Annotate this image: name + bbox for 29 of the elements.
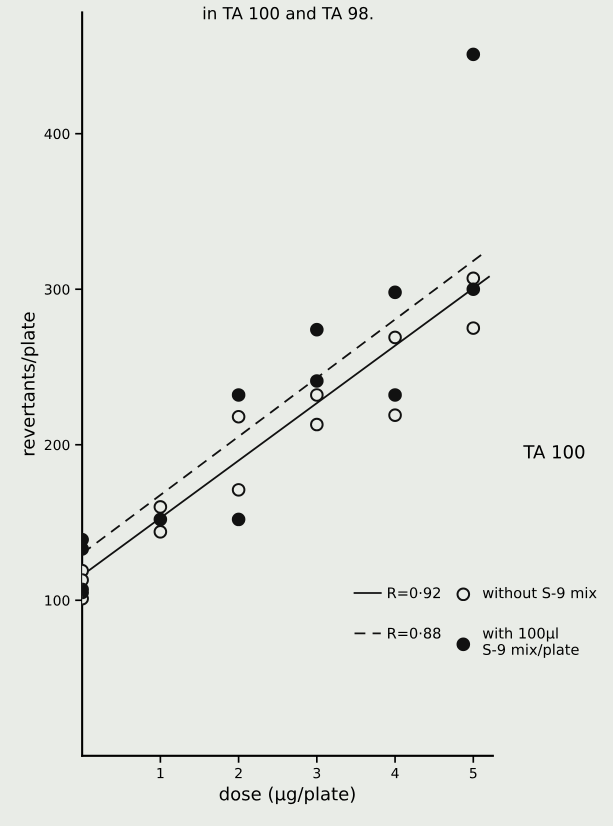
point <box>466 321 480 335</box>
chart-title: in TA 100 and TA 98. <box>204 6 372 20</box>
y-tick-label: 300 <box>44 284 70 295</box>
point <box>466 272 480 286</box>
y-tick-label: 400 <box>44 128 70 140</box>
point <box>310 374 324 388</box>
point <box>466 282 480 296</box>
x-tick-label: 5 <box>470 768 476 778</box>
x-tick-label: 1 <box>157 768 164 778</box>
legend-label: R=0·88 <box>388 628 440 639</box>
point <box>310 388 324 402</box>
x-tick-label: 4 <box>391 768 399 778</box>
point <box>388 286 402 300</box>
point <box>466 48 480 62</box>
point <box>310 418 324 432</box>
legend-label: without S-9 mix <box>482 587 597 598</box>
point <box>388 330 402 344</box>
y-tick-label: 200 <box>44 440 70 450</box>
x-axis-title: dose (μg/plate) <box>220 786 355 804</box>
legend-label: R=0·92 <box>388 587 440 598</box>
x-tick-label: 3 <box>313 768 320 778</box>
x-tick-label: 2 <box>235 768 242 778</box>
point <box>388 388 402 402</box>
text: TA 100 <box>523 445 584 459</box>
point <box>388 408 402 422</box>
y-tick-label: 100 <box>45 595 70 606</box>
point <box>310 322 324 336</box>
legend-label: with 100μl S-9 mix/plate <box>482 627 579 658</box>
y-axis-title: revertants/plate <box>20 312 38 456</box>
